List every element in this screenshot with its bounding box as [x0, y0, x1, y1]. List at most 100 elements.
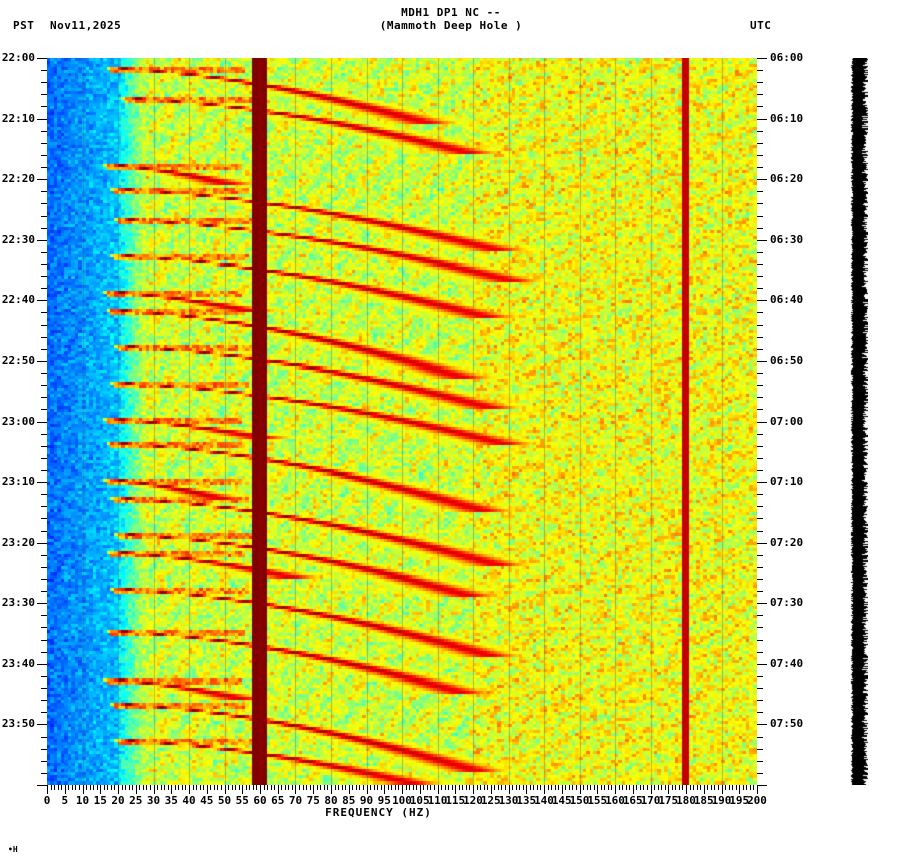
- time-tick-minor: [41, 397, 47, 398]
- freq-label: 195: [729, 794, 750, 807]
- freq-tick-minor: [494, 785, 495, 790]
- time-tick-minor: [757, 688, 763, 689]
- time-label: 06:40: [770, 293, 804, 306]
- time-tick-minor: [41, 409, 47, 410]
- freq-tick-minor: [714, 785, 715, 790]
- time-tick-major: [757, 724, 767, 725]
- freq-tick-major: [154, 785, 155, 794]
- time-tick-minor: [41, 94, 47, 95]
- freq-tick-minor: [129, 785, 130, 790]
- freq-tick-minor: [643, 785, 644, 790]
- time-tick-minor: [757, 228, 763, 229]
- time-tick-minor: [757, 82, 763, 83]
- freq-tick-minor: [86, 785, 87, 790]
- freq-tick-minor: [718, 785, 719, 790]
- station-subtitle: (Mammoth Deep Hole ): [379, 19, 523, 32]
- freq-tick-minor: [413, 785, 414, 790]
- freq-tick-major: [83, 785, 84, 794]
- freq-tick-minor: [143, 785, 144, 790]
- time-tick-minor: [41, 349, 47, 350]
- freq-tick-minor: [253, 785, 254, 790]
- freq-tick-minor: [569, 785, 570, 790]
- time-label: 22:00: [1, 51, 35, 64]
- freq-label: 15: [93, 794, 107, 807]
- freq-tick-major: [47, 785, 48, 794]
- freq-tick-minor: [132, 785, 133, 790]
- freq-tick-major: [455, 785, 456, 794]
- freq-label: 190: [711, 794, 732, 807]
- freq-label: 120: [463, 794, 483, 807]
- time-tick-minor: [757, 676, 763, 677]
- time-tick-minor: [41, 518, 47, 519]
- freq-label: 95: [377, 794, 391, 807]
- freq-label: 155: [587, 794, 608, 807]
- freq-tick-minor: [601, 785, 602, 790]
- chart-header: PST Nov11,2025 MDH1 DP1 NC -- (Mammoth D…: [0, 0, 902, 52]
- time-tick-minor: [757, 373, 763, 374]
- time-tick-minor: [41, 434, 47, 435]
- freq-tick-minor: [523, 785, 524, 790]
- freq-tick-minor: [572, 785, 573, 790]
- time-tick-major: [37, 724, 47, 725]
- time-tick-minor: [41, 191, 47, 192]
- time-label: 23:50: [1, 717, 35, 730]
- freq-tick-minor: [249, 785, 250, 790]
- time-tick-minor: [757, 652, 763, 653]
- freq-tick-minor: [246, 785, 247, 790]
- freq-tick-minor: [274, 785, 275, 790]
- freq-tick-minor: [306, 785, 307, 790]
- freq-tick-minor: [327, 785, 328, 790]
- time-label: 06:10: [770, 112, 804, 125]
- time-tick-minor: [41, 167, 47, 168]
- time-tick-minor: [41, 737, 47, 738]
- time-label: 06:30: [770, 233, 804, 246]
- freq-tick-major: [384, 785, 385, 794]
- freq-tick-major: [580, 785, 581, 794]
- freq-tick-minor: [104, 785, 105, 790]
- freq-tick-minor: [139, 785, 140, 790]
- time-label: 22:40: [1, 293, 35, 306]
- freq-tick-minor: [345, 785, 346, 790]
- freq-tick-major: [420, 785, 421, 794]
- time-tick-minor: [41, 143, 47, 144]
- freq-tick-minor: [370, 785, 371, 790]
- time-tick-major: [757, 785, 767, 786]
- freq-tick-minor: [661, 785, 662, 790]
- time-tick-minor: [41, 373, 47, 374]
- time-tick-minor: [41, 385, 47, 386]
- freq-tick-minor: [388, 785, 389, 790]
- freq-tick-minor: [324, 785, 325, 790]
- time-tick-minor: [41, 252, 47, 253]
- freq-label: 165: [622, 794, 643, 807]
- freq-tick-minor: [587, 785, 588, 790]
- freq-tick-minor: [356, 785, 357, 790]
- freq-label: 105: [409, 794, 430, 807]
- freq-tick-major: [225, 785, 226, 794]
- time-tick-major: [757, 422, 767, 423]
- freq-tick-minor: [168, 785, 169, 790]
- freq-label: 65: [271, 794, 285, 807]
- freq-tick-minor: [352, 785, 353, 790]
- freq-tick-major: [438, 785, 439, 794]
- freq-tick-major: [313, 785, 314, 794]
- freq-tick-minor: [505, 785, 506, 790]
- freq-tick-minor: [576, 785, 577, 790]
- amplitude-trace-bar: [848, 58, 868, 785]
- time-tick-minor: [41, 640, 47, 641]
- timezone-label-right: UTC: [750, 19, 772, 32]
- freq-tick-minor: [466, 785, 467, 790]
- time-label: 06:50: [770, 354, 804, 367]
- freq-tick-minor: [150, 785, 151, 790]
- freq-tick-major: [100, 785, 101, 794]
- time-label: 23:30: [1, 596, 35, 609]
- freq-label: 20: [111, 794, 125, 807]
- time-tick-minor: [757, 337, 763, 338]
- time-tick-minor: [41, 131, 47, 132]
- time-axis-utc: 06:00 06:10 06:20 06:30 06:40 06:50 07:00 07:10…: [757, 51, 847, 786]
- freq-tick-minor: [292, 785, 293, 790]
- time-tick-major: [757, 179, 767, 180]
- freq-tick-minor: [93, 785, 94, 790]
- freq-tick-minor: [285, 785, 286, 790]
- freq-tick-minor: [72, 785, 73, 790]
- freq-tick-major: [615, 785, 616, 794]
